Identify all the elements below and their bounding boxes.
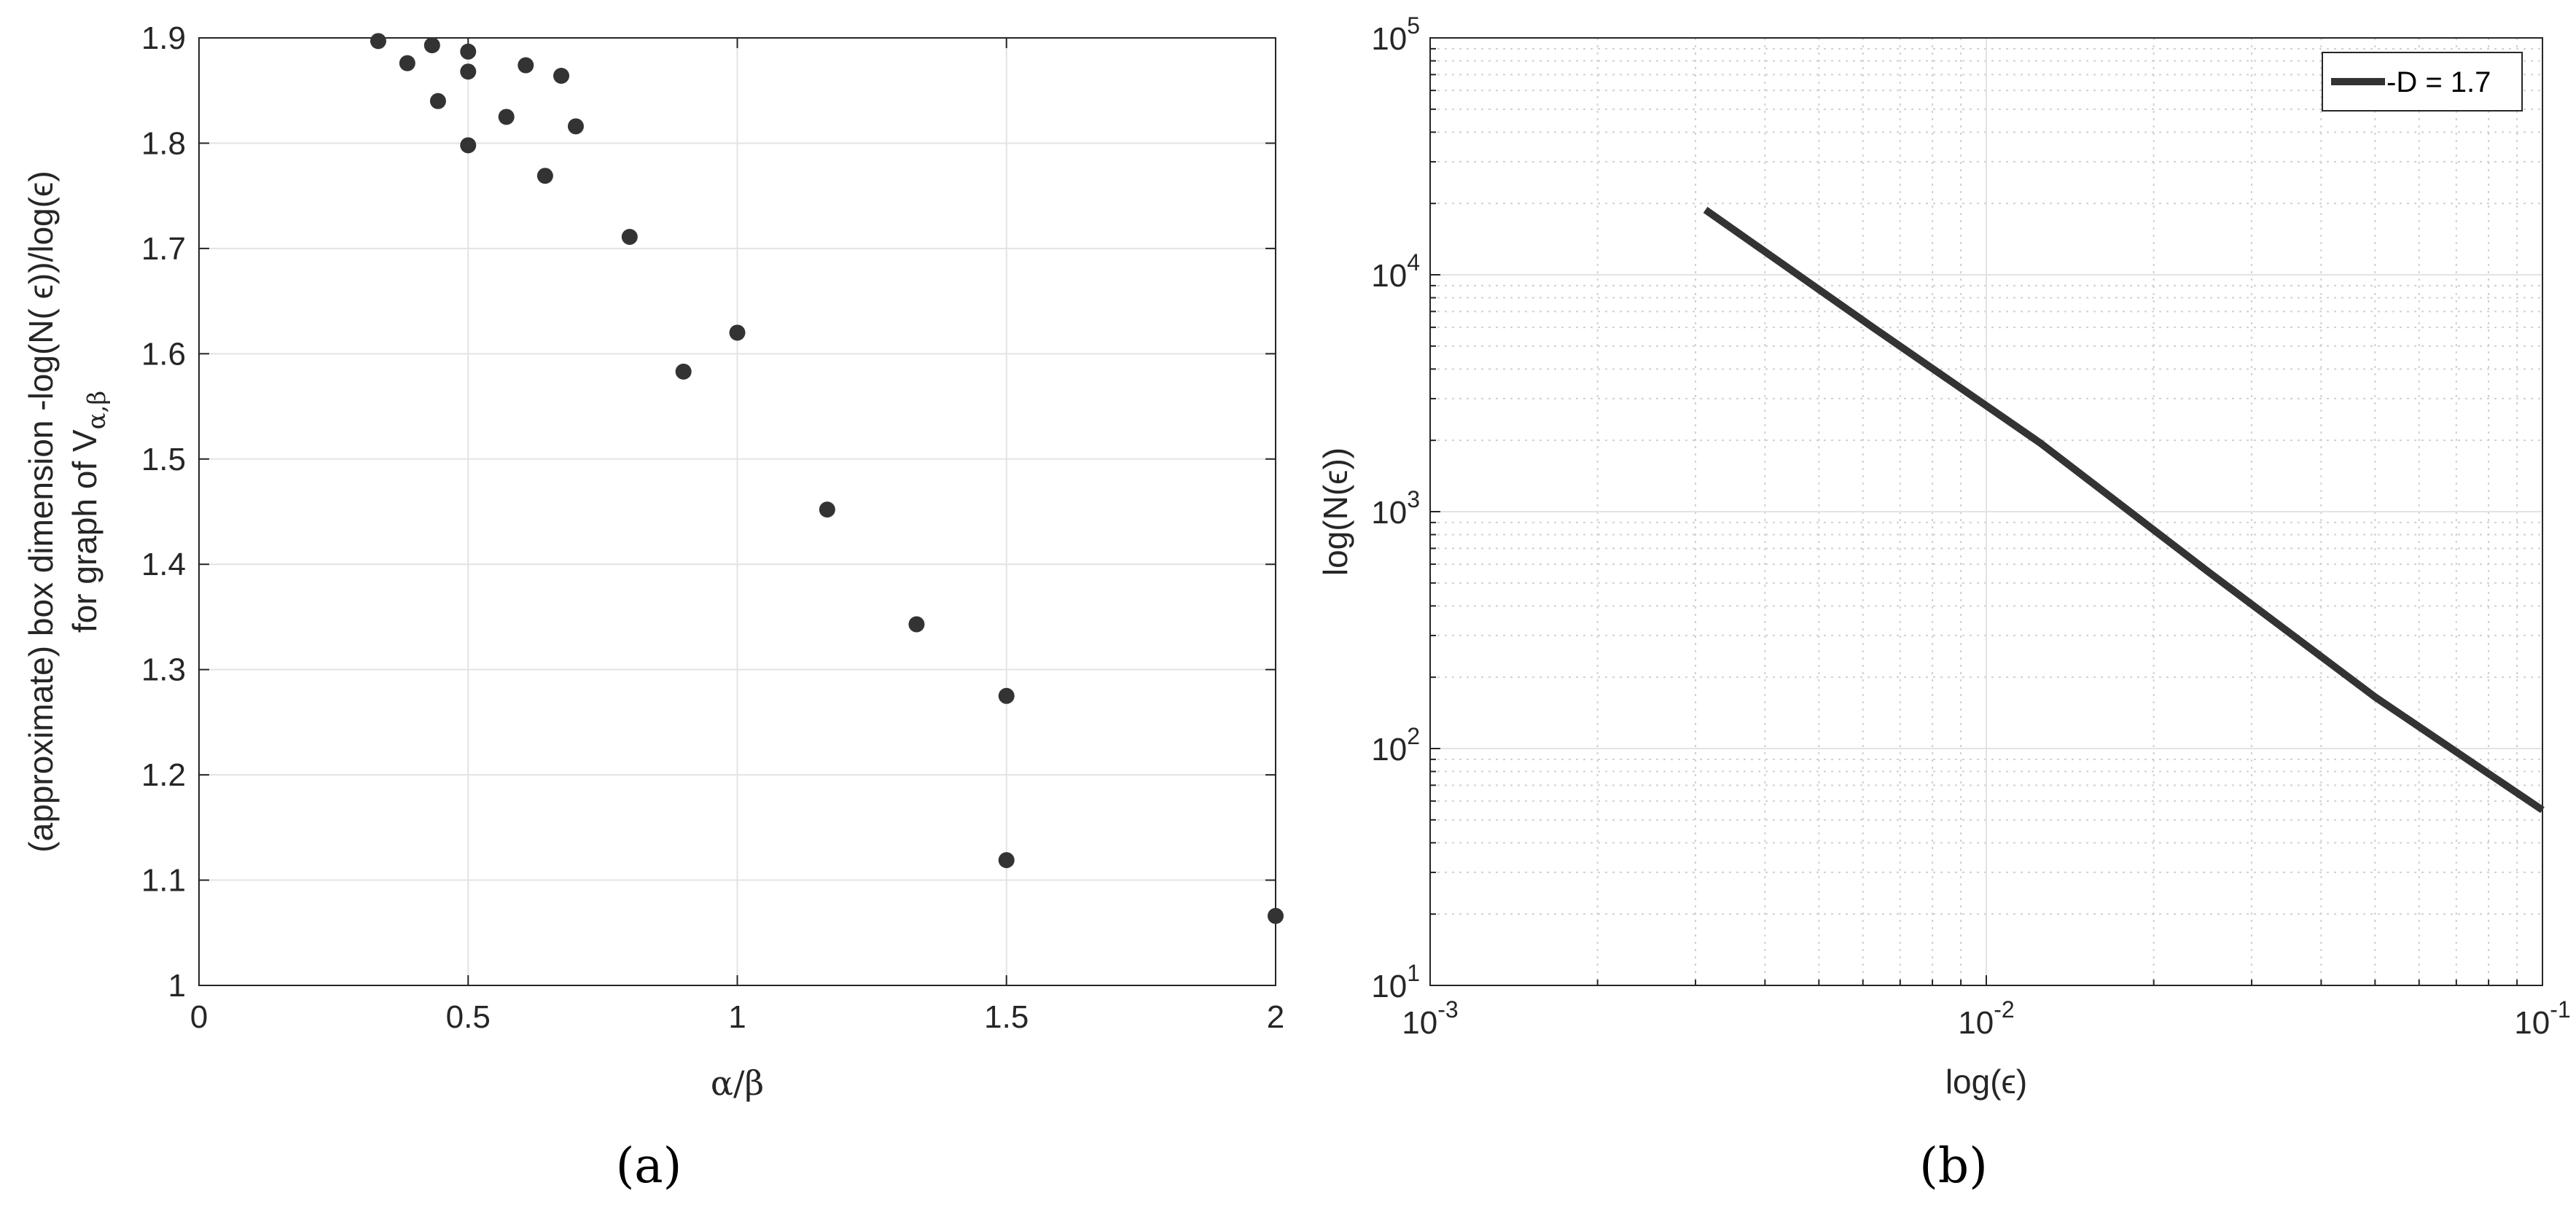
panel-a-x-tick-label: 0.5 <box>446 999 491 1035</box>
panel-a-x-tick-label: 1 <box>728 999 746 1035</box>
panel-a-data-point <box>536 168 553 184</box>
panel-a-y-tick-label: 1.4 <box>141 547 186 582</box>
panel-b-x-tick-label: 10-1 <box>2514 996 2570 1041</box>
panel-b-y-axis-label: log(N(ϵ)) <box>1316 448 1354 576</box>
panel-a-data-point <box>1268 907 1284 924</box>
panel-a-data-point <box>553 68 570 84</box>
panel-a-y-tick-label: 1.2 <box>141 757 186 793</box>
panel-a-ticks: 1 1.1 1.2 1.3 1.4 1.5 1.6 1.7 1.8 1.9 0 0.5 1 1.5 2 <box>141 20 1284 1035</box>
panel-a-data-point <box>518 57 534 74</box>
panel-a-data-point <box>498 109 515 125</box>
panel-a-x-tick-label: 1.5 <box>984 999 1029 1035</box>
panel-a-gridlines <box>198 37 1276 986</box>
panel-a-data-point <box>675 363 692 380</box>
panel-b-legend-entry: -D = 1.7 <box>2386 66 2491 98</box>
panel-a-y-tick-label: 1.9 <box>141 20 186 56</box>
panel-a-y-tick-label: 1.5 <box>141 442 186 477</box>
panel-b-ticks: 10-3 10-2 10-1 101 102 103 104 105 <box>1371 12 2570 1041</box>
panel-b-gridlines <box>1429 37 2543 986</box>
panel-b-label: (b) <box>1919 1138 1988 1194</box>
panel-a-y-tick-label: 1 <box>168 968 186 1004</box>
panel-a-y-tick-label: 1.7 <box>141 231 186 267</box>
panel-b-series-line <box>1703 206 2545 813</box>
panel-a-data-point <box>429 93 446 109</box>
panel-b-y-tick-label: 103 <box>1371 486 1420 531</box>
panel-a-data-point <box>460 43 477 60</box>
panel-a-y-axis-label-subscript: α,β <box>82 391 112 429</box>
panel-a-data-point <box>729 324 746 341</box>
panel-a-y-axis-label-line1: (approximate) box dimension -log(N( ϵ))/… <box>22 171 60 852</box>
panel-a-y-axis-label-line2: for graph of Vα,β <box>66 391 112 633</box>
panel-a-y-tick-label: 1.1 <box>141 863 186 899</box>
panel-a-data-point <box>819 501 835 518</box>
panel-b-legend-box <box>2322 52 2523 112</box>
panel-a-y-axis-label-line2-prefix: for graph of V <box>66 429 104 633</box>
panel-b-legend: -D = 1.7 <box>2322 52 2523 112</box>
panel-b-loglog-line-chart: 10-3 10-2 10-1 101 102 103 104 105 -D = 1.7 log… <box>1316 12 2571 1194</box>
panel-b-x-tick-label: 10-3 <box>1402 996 1458 1041</box>
panel-a-data-point <box>998 687 1015 704</box>
panel-a-y-tick-label: 1.6 <box>141 336 186 372</box>
panel-a-x-axis-label: α/β <box>711 1063 764 1103</box>
panel-a-data-points <box>370 33 1284 924</box>
panel-a-data-point <box>908 616 925 633</box>
panel-a-data-point <box>424 37 440 54</box>
panel-a-data-point <box>399 55 415 71</box>
panel-a-x-tick-label: 0 <box>190 999 208 1035</box>
panel-a-label: (a) <box>616 1138 682 1194</box>
panel-b-y-tick-label: 104 <box>1371 249 1420 294</box>
panel-a-data-point <box>460 137 477 154</box>
panel-b-y-tick-label: 102 <box>1371 723 1420 767</box>
panel-a-data-point <box>460 63 477 80</box>
panel-b-x-axis-label: log(ϵ) <box>1945 1063 2027 1101</box>
panel-b-y-tick-label: 101 <box>1371 960 1420 1004</box>
panel-a-data-point <box>567 118 584 135</box>
panel-a-y-tick-label: 1.3 <box>141 652 186 688</box>
panel-b-y-tick-label: 105 <box>1371 12 1420 57</box>
panel-a-y-tick-label: 1.8 <box>141 125 186 161</box>
panel-a-x-tick-label: 2 <box>1267 999 1284 1035</box>
panel-a-data-point <box>998 852 1015 869</box>
panel-b-x-tick-label: 10-2 <box>1958 996 2014 1041</box>
panel-a-scatter-chart: 1 1.1 1.2 1.3 1.4 1.5 1.6 1.7 1.8 1.9 0 0.5 1 1.5 2 α/… <box>22 20 1284 1194</box>
panel-a-data-point <box>621 229 638 245</box>
panel-a-y-axis-label: (approximate) box dimension -log(N( ϵ))/… <box>22 171 112 852</box>
panel-a-data-point <box>370 33 386 50</box>
